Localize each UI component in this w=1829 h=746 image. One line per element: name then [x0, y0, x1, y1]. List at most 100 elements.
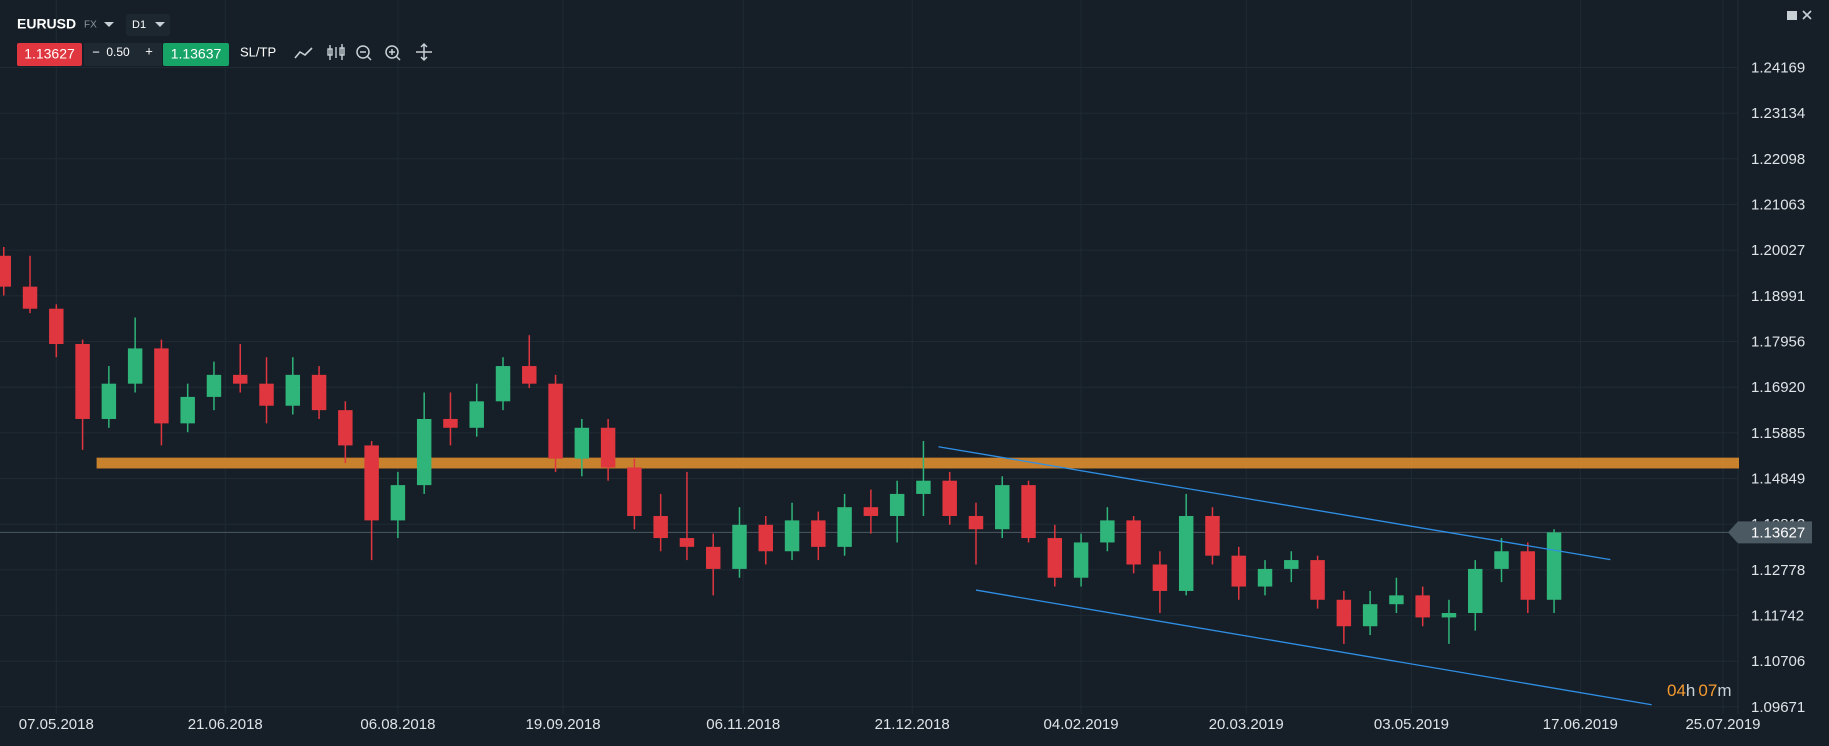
lot-minus[interactable]: − — [92, 44, 100, 59]
x-tick-label: 06.11.2018 — [706, 716, 780, 733]
candle-body — [127, 348, 143, 384]
candle-body — [1231, 555, 1246, 587]
candle-body — [1205, 515, 1220, 556]
candle-body — [679, 538, 695, 547]
timeframe[interactable]: D1 — [132, 19, 146, 31]
x-tick-label: 07.05.2018 — [19, 716, 94, 733]
candle-body — [784, 520, 800, 552]
candle-body — [1441, 613, 1457, 618]
sell-price[interactable]: 1.13627 — [24, 46, 75, 62]
candle-body — [705, 546, 721, 569]
candle-body — [1336, 599, 1352, 627]
candle-body — [732, 524, 747, 569]
candle-body — [968, 515, 984, 530]
candle-body — [942, 480, 957, 516]
close-icon[interactable] — [1802, 10, 1812, 20]
y-tick-label: 1.20027 — [1751, 242, 1805, 259]
lot-size[interactable]: 0.50 — [106, 45, 130, 59]
lot-plus[interactable]: + — [145, 43, 153, 58]
buy-price[interactable]: 1.13637 — [171, 46, 222, 62]
timer-hours: 04 — [1667, 681, 1686, 700]
x-tick-label: 25.07.2019 — [1685, 716, 1760, 733]
candle-body — [1178, 515, 1194, 591]
candle-body — [1021, 485, 1036, 539]
candle-body — [206, 374, 222, 397]
candles-icon[interactable] — [327, 44, 345, 60]
timeframe-box[interactable] — [126, 14, 170, 36]
candle-body — [1284, 560, 1299, 569]
y-tick-label: 1.14849 — [1751, 471, 1805, 488]
zoom-out-icon[interactable] — [356, 45, 372, 61]
candle-body — [1389, 595, 1404, 605]
candle-body — [1126, 520, 1141, 565]
dropdown-icon[interactable] — [104, 22, 114, 27]
y-tick-label: 1.11742 — [1751, 608, 1804, 625]
candle-body — [522, 366, 537, 384]
candle-body — [1520, 551, 1536, 600]
candle-body — [1546, 532, 1562, 600]
dropdown-icon[interactable] — [155, 22, 165, 27]
candle-body — [1362, 604, 1378, 627]
y-tick-label: 1.10706 — [1751, 653, 1805, 670]
candle-body — [390, 485, 406, 521]
move-icon[interactable] — [416, 42, 432, 62]
candle-body — [811, 520, 826, 547]
candle-body — [1047, 538, 1063, 578]
candle-body — [154, 348, 169, 424]
x-tick-label: 19.09.2018 — [526, 716, 601, 733]
market: FX — [84, 20, 97, 31]
y-tick-label: 1.22098 — [1751, 151, 1805, 168]
timer-minutes: 07 — [1698, 681, 1717, 700]
candle-body — [548, 383, 563, 459]
candle-body — [1073, 542, 1089, 578]
candle-body — [1100, 520, 1115, 543]
candle-body — [1257, 568, 1273, 587]
candle-body — [916, 480, 931, 494]
candle-body — [758, 524, 773, 552]
line-chart-icon[interactable] — [294, 47, 313, 59]
candle-body — [600, 427, 616, 468]
y-tick-label: 1.24169 — [1751, 59, 1805, 76]
y-tick-label: 1.09671 — [1751, 699, 1805, 716]
x-tick-label: 03.05.2019 — [1374, 716, 1449, 733]
plot: 1.096711.107061.117421.127781.138131.148… — [0, 0, 1812, 733]
sell-button[interactable] — [17, 43, 82, 66]
candle-body — [22, 286, 38, 309]
y-tick-label: 1.17956 — [1751, 333, 1805, 350]
candle-body — [889, 493, 905, 516]
candle-body — [75, 343, 90, 419]
symbol[interactable]: EURUSD — [17, 16, 76, 32]
candle-body — [180, 396, 195, 424]
trend-line — [938, 446, 1611, 561]
buy-button[interactable] — [163, 43, 229, 66]
x-tick-label: 04.02.2019 — [1044, 716, 1119, 733]
price-tag-box — [1728, 521, 1812, 544]
candle-body — [1415, 595, 1430, 618]
candle-body — [338, 410, 353, 446]
candle-body — [837, 507, 852, 547]
y-tick-label: 1.18991 — [1751, 288, 1805, 305]
x-tick-label: 21.12.2018 — [875, 716, 950, 733]
x-tick-label: 17.06.2019 — [1543, 716, 1618, 733]
maximize-icon[interactable] — [1787, 11, 1797, 20]
zoom-in-icon[interactable] — [385, 45, 401, 61]
candle-body — [1310, 560, 1325, 600]
timer-m: m — [1717, 681, 1731, 700]
candle-body — [495, 366, 511, 402]
candle-body — [259, 383, 274, 406]
sltp-button[interactable]: SL/TP — [240, 44, 276, 59]
candle-body — [311, 374, 327, 411]
candle-body — [364, 445, 379, 521]
toolbar: EURUSD FX D1 1.13627 − 0.50 + 1.13637 SL… — [17, 10, 1812, 700]
y-tick-label: 1.12778 — [1751, 562, 1805, 579]
candle-body — [416, 418, 432, 486]
candle-body — [49, 308, 64, 344]
candle-timer: 04h 07m — [1667, 681, 1731, 700]
candle-body — [443, 418, 458, 428]
y-tick-label: 1.16920 — [1751, 379, 1805, 396]
candle-body — [863, 507, 879, 516]
candle-body — [574, 427, 590, 459]
